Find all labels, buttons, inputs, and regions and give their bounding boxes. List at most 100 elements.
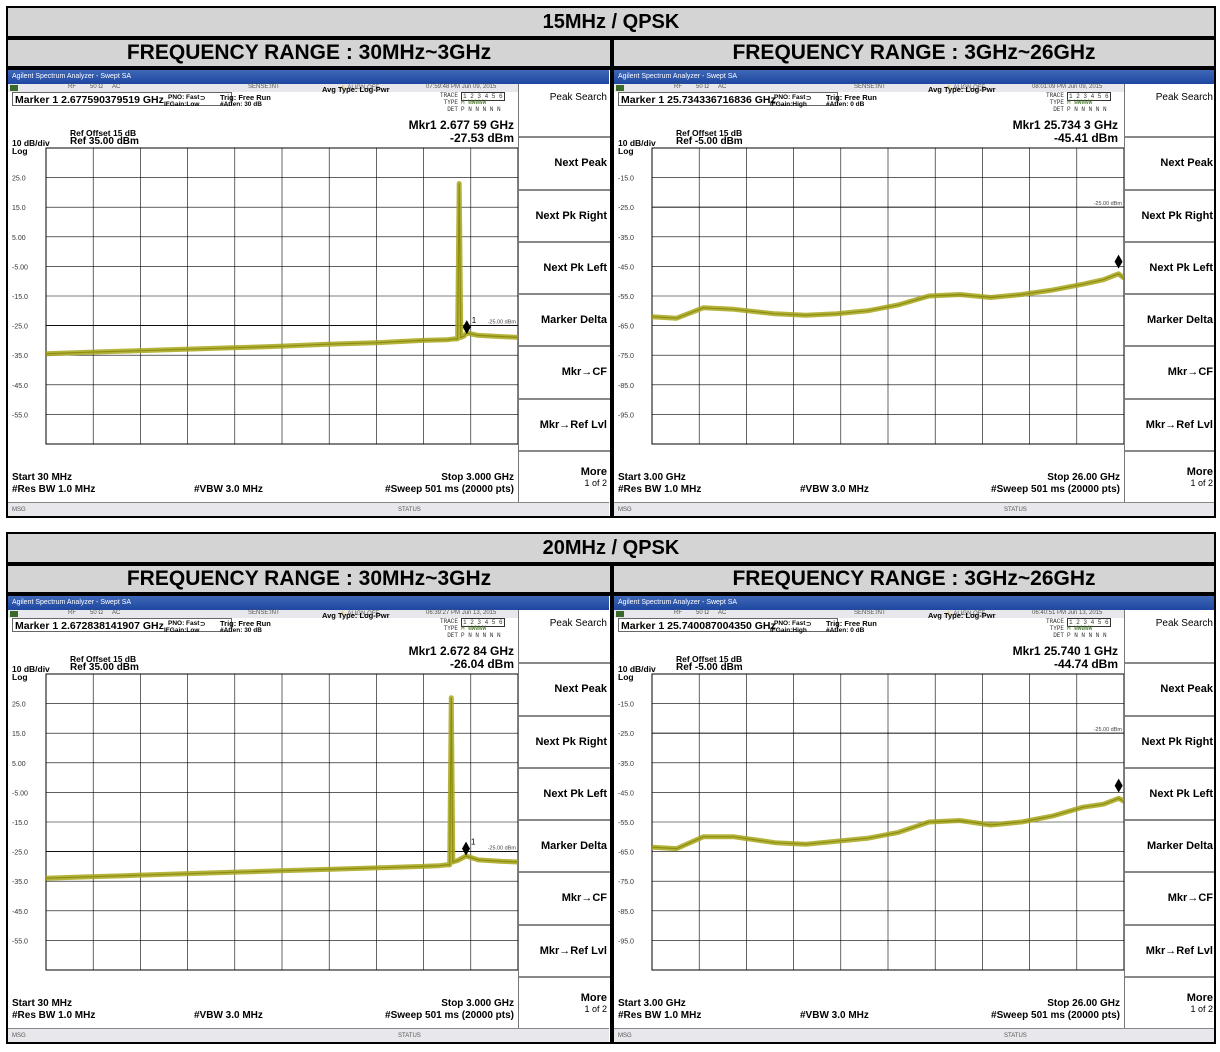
msg-label: MSG	[12, 507, 26, 513]
msg-label: MSG	[618, 507, 632, 513]
softkey-mkr-ref-lvl[interactable]: Mkr→Ref Lvl	[1125, 397, 1214, 450]
softkey-next-peak[interactable]: Next Peak	[1125, 662, 1214, 714]
marker-frequency-field[interactable]: Marker 1 2.677590379519 GHz	[12, 92, 232, 106]
spectrum-plot: 25.0 15.0 5.00 -5.00 -15.0 -25.0 -35.0 -45.0 -55…	[12, 147, 518, 445]
sweep-time: #Sweep 501 ms (20000 pts)	[991, 484, 1120, 495]
status-align: ⚠ ALIGN OFF	[340, 610, 379, 617]
softkey-mkr-cf[interactable]: Mkr→CF	[1125, 871, 1214, 923]
softkey-peak-search[interactable]: Peak Search	[549, 92, 607, 103]
status-align-text: ALIGN OFF	[347, 611, 380, 617]
softkey-peak-search[interactable]: Peak Search	[1155, 92, 1213, 103]
status-time: 07:59:48 PM Jun 09, 2015	[426, 84, 497, 90]
status-sense: SENSE:INT	[248, 610, 280, 616]
spectrum-analyzer-screen: Agilent Spectrum Analyzer - Swept SA RF 50…	[6, 594, 612, 1044]
start-frequency: Start 3.00 GHz	[618, 998, 686, 1009]
trigger-setting: Trig: Free Run	[826, 619, 877, 628]
softkey-mkr-ref-lvl[interactable]: Mkr→Ref Lvl	[519, 397, 610, 450]
softkey-marker-delta[interactable]: Marker Delta	[519, 819, 610, 871]
trace-value: 1 2 3 4 5 6	[461, 618, 505, 627]
y-tick-label: -55.0	[12, 412, 28, 419]
status-coupling: AC	[718, 84, 727, 90]
status-imp: 50 Ω	[90, 610, 103, 616]
softkey-next-pk-left[interactable]: Next Pk Left	[1125, 766, 1214, 819]
attenuation-setting: #Atten: 30 dB	[220, 627, 262, 634]
marker-frequency-field[interactable]: Marker 1 2.672838141907 GHz	[12, 618, 232, 632]
marker-frequency-field[interactable]: Marker 1 25.734336716836 GHz	[618, 92, 838, 106]
trace-label: TRACE	[439, 92, 458, 99]
ifgain-setting: IFGain:Low	[164, 101, 200, 108]
ref-offset: Ref Offset 15 dB	[676, 128, 743, 138]
softkey-more[interactable]: More 1 of 2	[519, 975, 610, 1028]
marker-frequency-field[interactable]: Marker 1 25.740087004350 GHz	[618, 618, 838, 632]
resolution-bandwidth: #Res BW 1.0 MHz	[12, 1010, 96, 1021]
attenuation-setting: #Atten: 0 dB	[826, 627, 865, 634]
status-align-text: ALIGN OFF	[953, 85, 986, 91]
softkey-mkr-ref-lvl[interactable]: Mkr→Ref Lvl	[519, 923, 610, 976]
frequency-range-header: FREQUENCY RANGE : 3GHz~26GHz	[612, 38, 1216, 68]
trace-1-line	[45, 697, 518, 879]
softkey-mkr-cf[interactable]: Mkr→CF	[519, 871, 610, 923]
softkey-next-pk-right[interactable]: Next Pk Right	[519, 188, 610, 241]
softkey-mkr-cf[interactable]: Mkr→CF	[1125, 345, 1214, 397]
app-titlebar: Agilent Spectrum Analyzer - Swept SA	[8, 596, 609, 610]
marker-readout-frequency: Mkr1 25.740 1 GHz	[1012, 644, 1118, 658]
softkey-marker-delta[interactable]: Marker Delta	[1125, 293, 1214, 345]
trace-label: DET	[447, 106, 458, 113]
softkey-next-pk-right[interactable]: Next Pk Right	[1125, 714, 1214, 767]
status-align-text: ALIGN OFF	[953, 611, 986, 617]
y-tick-label: -85.0	[618, 909, 634, 916]
y-tick-label: -65.0	[618, 850, 634, 857]
softkey-peak-search[interactable]: Peak Search	[1155, 618, 1213, 629]
softkey-next-peak[interactable]: Next Peak	[519, 662, 610, 714]
trace-value: P N N N N N	[1067, 632, 1107, 639]
y-tick-label: -35.0	[12, 353, 28, 360]
marker-1-point	[1114, 778, 1123, 793]
section-title: 20MHz / QPSK	[6, 532, 1216, 564]
frequency-range-header: FREQUENCY RANGE : 30MHz~3GHz	[6, 564, 612, 594]
softkey-more[interactable]: More 1 of 2	[1125, 975, 1214, 1028]
softkey-next-pk-left[interactable]: Next Pk Left	[519, 766, 610, 819]
status-label: STATUS	[1004, 1033, 1027, 1039]
softkey-next-pk-right[interactable]: Next Pk Right	[1125, 188, 1214, 241]
softkey-next-pk-left[interactable]: Next Pk Left	[1125, 240, 1214, 293]
run-indicator-icon	[10, 85, 18, 91]
y-tick-label: 25.0	[12, 176, 26, 183]
softkey-next-pk-right[interactable]: Next Pk Right	[519, 714, 610, 767]
stop-frequency: Stop 26.00 GHz	[1047, 472, 1120, 483]
softkey-sublabel: 1 of 2	[1190, 1003, 1213, 1014]
log-scale-label: Log	[618, 672, 634, 682]
warning-icon: ⚠	[340, 85, 346, 91]
trace-label: TRACE	[1045, 92, 1064, 99]
scale-per-div: 10 dB/div	[12, 664, 50, 674]
softkey-next-peak[interactable]: Next Peak	[519, 136, 610, 188]
y-tick-label: -65.0	[618, 324, 634, 331]
scale-per-div: 10 dB/div	[618, 138, 656, 148]
section-title: 15MHz / QPSK	[6, 6, 1216, 38]
softkey-mkr-ref-lvl[interactable]: Mkr→Ref Lvl	[1125, 923, 1214, 976]
softkey-peak-search[interactable]: Peak Search	[549, 618, 607, 629]
message-bar: MSG STATUS	[614, 1028, 1214, 1042]
y-tick-label: 5.00	[12, 235, 26, 242]
marker-1-point	[462, 320, 471, 335]
trace-value: M WWWWW	[1067, 625, 1093, 632]
softkey-next-peak[interactable]: Next Peak	[1125, 136, 1214, 188]
y-tick-label: -85.0	[618, 383, 634, 390]
softkey-next-pk-left[interactable]: Next Pk Left	[519, 240, 610, 293]
y-tick-label: -25.0	[12, 850, 28, 857]
softkey-more[interactable]: More 1 of 2	[1125, 449, 1214, 502]
softkey-more[interactable]: More 1 of 2	[519, 449, 610, 502]
softkey-panel: Peak Search Next Peak Next Pk Right Next Pk…	[1124, 610, 1214, 1028]
softkey-marker-delta[interactable]: Marker Delta	[519, 293, 610, 345]
y-tick-label: -55.0	[618, 820, 634, 827]
run-indicator-icon	[616, 85, 624, 91]
video-bandwidth: #VBW 3.0 MHz	[800, 484, 869, 495]
softkey-marker-delta[interactable]: Marker Delta	[1125, 819, 1214, 871]
softkey-mkr-cf[interactable]: Mkr→CF	[519, 345, 610, 397]
y-tick-label: -25.0	[12, 324, 28, 331]
y-tick-label: -45.0	[12, 383, 28, 390]
sweep-time: #Sweep 501 ms (20000 pts)	[991, 1010, 1120, 1021]
run-indicator-icon	[10, 611, 18, 617]
y-tick-label: -75.0	[618, 353, 634, 360]
sweep-settings: Start 3.00 GHz Stop 26.00 GHz #Res BW 1.0 …	[614, 998, 1124, 1028]
y-tick-label: -45.0	[12, 909, 28, 916]
